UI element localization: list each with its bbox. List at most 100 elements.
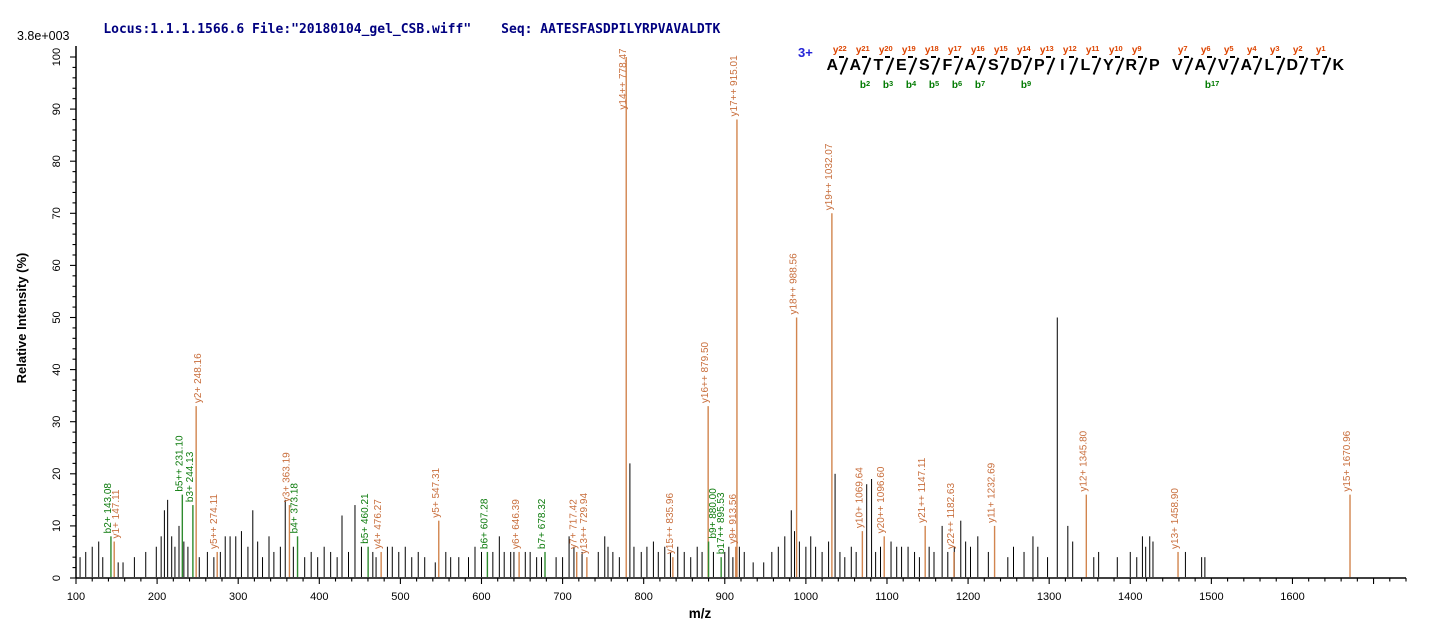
fragment-slash (1230, 57, 1239, 75)
y-ion-number: 11 (1091, 44, 1100, 53)
residue: V (1171, 57, 1183, 74)
fragment-slash (1115, 57, 1124, 75)
peak-label: y22++ 1182.63 (946, 483, 957, 549)
x-tick-label: 900 (716, 591, 734, 603)
residue: S (918, 57, 930, 74)
y-ion-number: 7 (1183, 44, 1188, 53)
fragment-boundary: y6 b17 (1201, 44, 1219, 92)
axes: 100 200 300 400 500 600 700 800 900 1000 1100 1200 1… (14, 46, 1407, 621)
b-ion-number: 9 (1026, 79, 1032, 88)
unlabeled-peaks (79, 317, 1206, 577)
peak-label: b4+ 373.18 (290, 483, 301, 534)
fragment-slash (977, 57, 986, 75)
fragment-slash (862, 57, 871, 75)
fragment-slash (1299, 57, 1308, 75)
peak-label: y3+ 363.19 (281, 452, 292, 502)
y-ion-number: 3 (1275, 44, 1280, 53)
fragment-slash (1184, 57, 1193, 75)
b-ion-tag: b9 (1020, 79, 1032, 91)
y-ion-tag: y11 (1085, 44, 1100, 56)
fragment-boundary: y12 (1063, 44, 1078, 92)
peak-label: y5++ 274.11 (209, 494, 220, 549)
fragment-boundary: y5 (1224, 44, 1239, 92)
peak-label: y16++ 879.50 (700, 341, 711, 403)
fragment-boundary: y11 (1086, 44, 1101, 92)
header: Locus:1.1.1.1566.6 File:"20180104_gel_CS… (72, 7, 720, 52)
y-tick-label: 40 (51, 363, 63, 375)
residue: F (942, 57, 953, 74)
y-tick-label: 50 (51, 311, 63, 323)
y-ion-tag: y14 (1016, 44, 1031, 56)
fragment-slash-cap (1045, 56, 1051, 58)
b-ion-number: 5 (934, 79, 940, 88)
fragment-slash-cap (953, 56, 959, 58)
y-ion-tag: y6 (1200, 44, 1211, 56)
fragment-slash (1092, 57, 1101, 75)
x-axis-title: m/z (689, 606, 712, 621)
residue: A (964, 57, 977, 74)
y-ion-number: 13 (1045, 44, 1054, 53)
residue: L (1080, 57, 1091, 74)
labeled-peaks (110, 57, 1351, 577)
fragment-boundary: y1 (1316, 44, 1331, 92)
x-tick-label: 1300 (1037, 591, 1061, 603)
fragment-slash (1000, 57, 1009, 75)
b-ion-number: 7 (980, 79, 986, 88)
peak-label: y17++ 915.01 (729, 55, 740, 117)
fragment-boundary: y13 (1040, 44, 1055, 92)
x-tick-label: 100 (67, 591, 85, 603)
b-ion-tag: b3 (882, 79, 894, 91)
peak-label: b3+ 244.13 (185, 451, 196, 502)
fragment-slash-cap (1275, 56, 1281, 58)
x-tick-label: 1000 (794, 591, 818, 603)
y-ion-number: 20 (884, 44, 893, 53)
fragment-slash-cap (1091, 56, 1097, 58)
x-tick-label: 400 (310, 591, 328, 603)
fragment-slash (931, 57, 940, 75)
y-ion-tag: y22 (832, 44, 847, 56)
fragment-slash-cap (1252, 56, 1258, 58)
x-tick-label: 1400 (1118, 591, 1142, 603)
b-ion-number: 3 (888, 79, 894, 88)
y-ion-number: 21 (861, 44, 870, 53)
y-ion-tag: y15 (993, 44, 1008, 56)
y-ion-tag: y12 (1062, 44, 1077, 56)
peak-label: b7+ 678.32 (537, 498, 548, 549)
fragment-boundary: y4 (1247, 44, 1262, 92)
y-ion-number: 9 (1137, 44, 1142, 53)
y-ion-tag: y20 (878, 44, 893, 56)
peak-label: b5+ 460.21 (360, 493, 371, 544)
fragment-slash-cap (1206, 56, 1212, 58)
y-ion-number: 6 (1206, 44, 1211, 53)
fragment-slash (1046, 57, 1055, 75)
fragment-slash-cap (1114, 56, 1120, 58)
residue: V (1217, 57, 1229, 74)
y-ion-tag: y5 (1223, 44, 1234, 56)
residue: D (1286, 57, 1299, 74)
x-tick-label: 200 (148, 591, 166, 603)
fragment-boundary: y15 (994, 44, 1009, 92)
y-ion-number: 16 (976, 44, 985, 53)
y-ion-number: 22 (838, 44, 847, 53)
peak-label: y2+ 248.16 (193, 353, 204, 403)
residue: P (1148, 57, 1160, 74)
x-tick-label: 1500 (1199, 591, 1223, 603)
fragment-slash (1322, 57, 1331, 75)
fragment-slash (1138, 57, 1147, 75)
y-ion-number: 14 (1022, 44, 1031, 53)
y-ion-number: 19 (907, 44, 916, 53)
peak-label: y7+ 717.42 (569, 499, 580, 549)
y-tick-label: 90 (51, 103, 63, 115)
fragment-slash-cap (1321, 56, 1327, 58)
b-ion-number: 4 (911, 79, 917, 88)
b-ion-tag: b7 (974, 79, 986, 91)
residue: T (873, 57, 884, 74)
y-ion-tag: y13 (1039, 44, 1054, 56)
peak-label: y11+ 1232.69 (987, 462, 998, 523)
peak-label: y1+ 147.11 (111, 489, 122, 538)
fragment-boundary: y14 b9 (1017, 44, 1032, 92)
peak-label: y12+ 1345.80 (1078, 430, 1089, 491)
